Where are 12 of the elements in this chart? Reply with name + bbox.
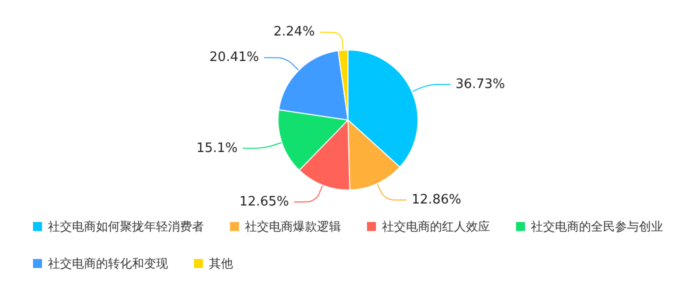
legend-label: 社交电商的红人效应 — [382, 220, 490, 234]
data-label: 2.24% — [274, 24, 315, 40]
legend-label: 其他 — [209, 256, 233, 270]
legend-label: 社交电商的全民参与创业 — [531, 220, 663, 234]
data-label: 36.73% — [455, 76, 506, 92]
legend-label: 社交电商的转化和变现 — [48, 256, 168, 270]
data-label: 20.41% — [209, 50, 259, 66]
data-label: 15.1% — [196, 140, 238, 156]
legend-label: 社交电商如何聚拢年轻消费者 — [48, 220, 204, 234]
legend-label: 社交电商爆款逻辑 — [245, 220, 341, 234]
data-label: 12.86% — [412, 192, 462, 208]
data-label: 12.65% — [239, 194, 290, 210]
